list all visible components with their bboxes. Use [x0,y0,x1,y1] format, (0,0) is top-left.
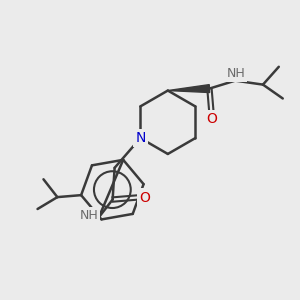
Text: NH: NH [80,209,98,222]
Text: N: N [135,131,146,145]
Text: NH: NH [227,67,246,80]
Text: O: O [206,112,217,126]
Text: O: O [139,190,150,205]
Polygon shape [168,85,210,92]
